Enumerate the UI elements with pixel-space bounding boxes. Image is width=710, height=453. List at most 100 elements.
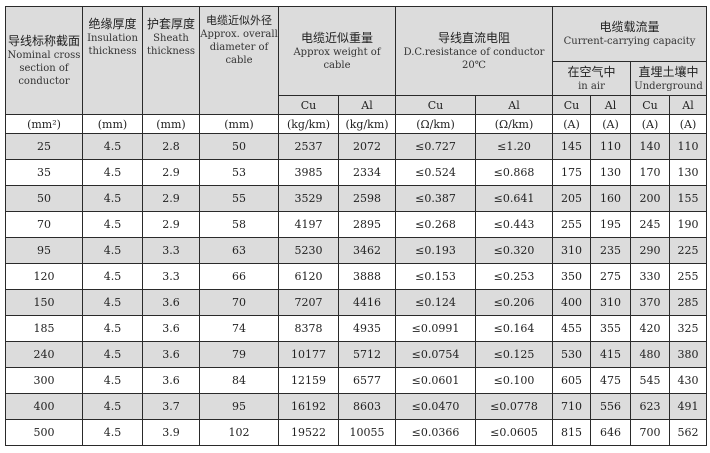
table-cell: ≤0.641 <box>475 185 553 212</box>
table-cell: 2.9 <box>142 185 200 212</box>
table-cell: 50 <box>5 185 83 212</box>
table-cell: 110 <box>668 133 708 160</box>
unit-air-cu: (A) <box>552 114 591 134</box>
table-row: 50 4.5 2.9 55 3529 2598 ≤0.387 ≤0.641 205 160 200 1… <box>5 185 708 212</box>
table-cell: 325 <box>668 315 708 342</box>
unit-ground-cu: (A) <box>630 114 670 134</box>
table-cell: 3.3 <box>142 263 200 290</box>
header-cn: 电缆载流量 <box>599 20 660 34</box>
cable-spec-table: 导线标称截面 Nominal cross section of conducto… <box>5 6 708 446</box>
header-en: Nominal cross section of conductor <box>7 49 81 87</box>
unit-weight-cu: (kg/km) <box>278 114 339 134</box>
table-cell: 275 <box>590 263 631 290</box>
table-cell: 3.6 <box>142 341 200 368</box>
header-en: Approx. overall diameter of cable <box>200 29 278 66</box>
table-cell: 2.8 <box>142 133 200 160</box>
table-cell: 200 <box>630 185 670 212</box>
table-cell: ≤0.443 <box>475 211 553 238</box>
table-row: 400 4.5 3.7 95 16192 8603 ≤0.0470 ≤0.0778 710 556… <box>5 393 708 420</box>
table-cell: 255 <box>552 211 591 238</box>
table-cell: 556 <box>590 393 631 420</box>
table-row: 150 4.5 3.6 70 7207 4416 ≤0.124 ≤0.206 400 310 370… <box>5 289 708 316</box>
table-cell: 646 <box>590 419 631 446</box>
table-cell: ≤0.253 <box>475 263 553 290</box>
unit-ground-al: (A) <box>668 114 708 134</box>
header-cn: 在空气中 <box>567 64 616 79</box>
table-cell: 185 <box>5 315 83 342</box>
header-cn: 护套厚度 <box>146 17 195 31</box>
table-cell: 310 <box>552 237 591 264</box>
table-cell: ≤0.524 <box>395 159 476 186</box>
header-weight-al: Al <box>338 95 396 115</box>
table-cell: 623 <box>630 393 670 420</box>
table-row: 185 4.5 3.6 74 8378 4935 ≤0.0991 ≤0.164 455 355 42… <box>5 315 708 342</box>
table-cell: 235 <box>590 237 631 264</box>
header-cn: 电缆近似重量 <box>300 30 373 45</box>
table-cell: 4.5 <box>82 289 143 316</box>
table-cell: 4197 <box>278 211 339 238</box>
table-cell: 175 <box>552 159 591 186</box>
header-section: 导线标称截面 Nominal cross section of conducto… <box>5 6 83 115</box>
table-cell: 700 <box>630 419 670 446</box>
header-resistance: 导线直流电阻 D.C.resistance of conductor 20℃ <box>395 6 553 96</box>
table-cell: 58 <box>199 211 279 238</box>
table-cell: 7207 <box>278 289 339 316</box>
table-cell: 74 <box>199 315 279 342</box>
table-cell: 420 <box>630 315 670 342</box>
table-cell: 2334 <box>338 159 396 186</box>
table-row: 95 4.5 3.3 63 5230 3462 ≤0.193 ≤0.320 310 235 290 2… <box>5 237 708 264</box>
table-cell: 190 <box>668 211 708 238</box>
table-cell: 245 <box>630 211 670 238</box>
unit-diameter: (mm) <box>199 114 279 134</box>
header-weight: 电缆近似重量 Approx weight of cable <box>278 6 396 96</box>
table-cell: 370 <box>630 289 670 316</box>
table-cell: ≤0.0991 <box>395 315 476 342</box>
table-cell: ≤1.20 <box>475 133 553 160</box>
table-cell: 3.6 <box>142 367 200 394</box>
table-body: 25 4.5 2.8 50 2537 2072 ≤0.727 ≤1.20 145 110 140 11… <box>5 133 708 446</box>
table-cell: 4.5 <box>82 367 143 394</box>
table-cell: 355 <box>590 315 631 342</box>
table-cell: 130 <box>668 159 708 186</box>
table-cell: 350 <box>552 263 591 290</box>
header-in-air: 在空气中 in air <box>552 61 631 96</box>
table-cell: ≤0.387 <box>395 185 476 212</box>
table-cell: 562 <box>668 419 708 446</box>
table-row: 500 4.5 3.9 102 19522 10055 ≤0.0366 ≤0.0605 815 6… <box>5 419 708 446</box>
table-cell: 70 <box>5 211 83 238</box>
table-cell: 475 <box>590 367 631 394</box>
table-cell: 3985 <box>278 159 339 186</box>
table-cell: 3.7 <box>142 393 200 420</box>
table-cell: 160 <box>590 185 631 212</box>
table-cell: 3.3 <box>142 237 200 264</box>
table-cell: 53 <box>199 159 279 186</box>
table-cell: 500 <box>5 419 83 446</box>
table-cell: 155 <box>668 185 708 212</box>
table-cell: ≤0.124 <box>395 289 476 316</box>
table-cell: 3.9 <box>142 419 200 446</box>
table-cell: ≤0.320 <box>475 237 553 264</box>
table-cell: 2.9 <box>142 159 200 186</box>
table-cell: ≤0.268 <box>395 211 476 238</box>
table-cell: 255 <box>668 263 708 290</box>
header-cn: 直埋土壤中 <box>638 64 699 79</box>
table-cell: 330 <box>630 263 670 290</box>
table-cell: 120 <box>5 263 83 290</box>
table-cell: 815 <box>552 419 591 446</box>
table-cell: 25 <box>5 133 83 160</box>
table-cell: 2072 <box>338 133 396 160</box>
table-cell: 545 <box>630 367 670 394</box>
table-cell: 2895 <box>338 211 396 238</box>
table-cell: 70 <box>199 289 279 316</box>
table-cell: 12159 <box>278 367 339 394</box>
table-row: 25 4.5 2.8 50 2537 2072 ≤0.727 ≤1.20 145 110 140 11… <box>5 133 708 160</box>
table-cell: 285 <box>668 289 708 316</box>
table-row: 35 4.5 2.9 53 3985 2334 ≤0.524 ≤0.868 175 130 170 1… <box>5 159 708 186</box>
table-cell: 6120 <box>278 263 339 290</box>
table-cell: 79 <box>199 341 279 368</box>
table-cell: 145 <box>552 133 591 160</box>
table-cell: 8378 <box>278 315 339 342</box>
table-cell: 4.5 <box>82 237 143 264</box>
table-cell: 5230 <box>278 237 339 264</box>
table-cell: 4.5 <box>82 393 143 420</box>
